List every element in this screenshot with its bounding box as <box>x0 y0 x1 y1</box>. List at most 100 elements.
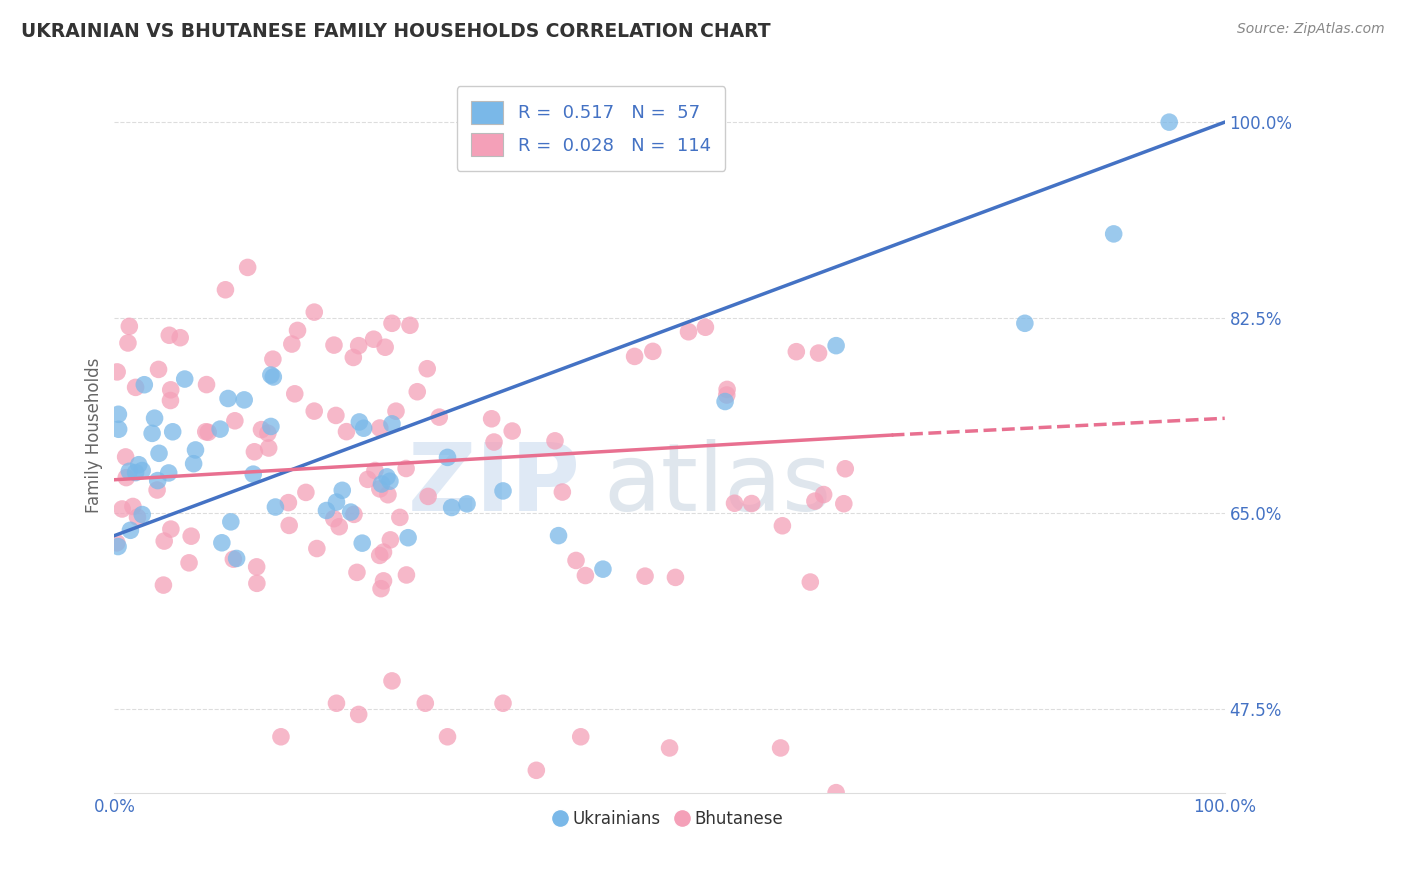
Point <box>641 344 664 359</box>
Point <box>378 474 401 488</box>
Point <box>107 540 129 554</box>
Point <box>124 380 146 394</box>
Point <box>250 423 273 437</box>
Point <box>328 519 350 533</box>
Point <box>304 305 326 319</box>
Text: atlas: atlas <box>603 439 831 531</box>
Point <box>785 344 807 359</box>
Point <box>270 730 292 744</box>
Point <box>716 388 738 402</box>
Point <box>157 328 180 343</box>
Point <box>349 415 371 429</box>
Point <box>834 462 856 476</box>
Point <box>302 404 325 418</box>
Point <box>159 393 181 408</box>
Point <box>551 485 574 500</box>
Point <box>804 494 827 508</box>
Point <box>325 409 347 423</box>
Point <box>370 582 392 596</box>
Point <box>770 518 793 533</box>
Point <box>1014 316 1036 330</box>
Point <box>184 442 207 457</box>
Point <box>281 337 304 351</box>
Point <box>169 331 191 345</box>
Point <box>695 320 717 334</box>
Point <box>134 377 156 392</box>
Point <box>1102 227 1125 241</box>
Point <box>492 696 515 710</box>
Point <box>152 578 174 592</box>
Point <box>342 351 364 365</box>
Point <box>373 545 395 559</box>
Point <box>224 414 246 428</box>
Point <box>322 511 344 525</box>
Y-axis label: Family Households: Family Households <box>86 358 103 513</box>
Point <box>315 503 337 517</box>
Point <box>111 502 134 516</box>
Point <box>658 741 681 756</box>
Point <box>399 318 422 333</box>
Point <box>396 531 419 545</box>
Point <box>211 535 233 549</box>
Point <box>623 350 645 364</box>
Point <box>225 551 247 566</box>
Point <box>260 368 283 382</box>
Point <box>131 464 153 478</box>
Point <box>343 508 366 522</box>
Point <box>287 323 309 337</box>
Point <box>233 392 256 407</box>
Point <box>352 536 374 550</box>
Point <box>143 411 166 425</box>
Point <box>180 529 202 543</box>
Point <box>364 463 387 477</box>
Point <box>107 407 129 421</box>
Point <box>128 458 150 472</box>
Point <box>305 541 328 556</box>
Point <box>162 425 184 439</box>
Point <box>257 426 280 441</box>
Point <box>264 500 287 514</box>
Point <box>436 450 458 465</box>
Point <box>325 495 347 509</box>
Point <box>160 522 183 536</box>
Point <box>592 562 614 576</box>
Point <box>492 483 515 498</box>
Point <box>262 352 284 367</box>
Point <box>799 575 821 590</box>
Point <box>346 566 368 580</box>
Point <box>262 370 284 384</box>
Point <box>195 377 218 392</box>
Point <box>807 346 830 360</box>
Point <box>242 467 264 482</box>
Point <box>413 696 436 710</box>
Point <box>723 496 745 510</box>
Point <box>131 508 153 522</box>
Point <box>146 474 169 488</box>
Point <box>177 556 200 570</box>
Point <box>194 425 217 439</box>
Point <box>381 316 404 330</box>
Point <box>141 426 163 441</box>
Point <box>183 457 205 471</box>
Point <box>377 488 399 502</box>
Legend: Ukrainians, Bhutanese: Ukrainians, Bhutanese <box>550 803 790 834</box>
Point <box>813 487 835 501</box>
Point <box>524 764 547 778</box>
Point <box>219 515 242 529</box>
Point <box>1159 115 1181 129</box>
Point <box>217 392 239 406</box>
Text: UKRAINIAN VS BHUTANESE FAMILY HOUSEHOLDS CORRELATION CHART: UKRAINIAN VS BHUTANESE FAMILY HOUSEHOLDS… <box>21 22 770 41</box>
Point <box>381 417 404 431</box>
Point <box>825 786 848 800</box>
Point <box>295 485 318 500</box>
Point <box>159 383 181 397</box>
Point <box>118 464 141 478</box>
Point <box>547 528 569 542</box>
Point <box>153 534 176 549</box>
Point <box>246 576 269 591</box>
Point <box>716 383 738 397</box>
Point <box>257 441 280 455</box>
Point <box>825 338 848 352</box>
Point <box>353 421 375 435</box>
Point <box>347 338 370 352</box>
